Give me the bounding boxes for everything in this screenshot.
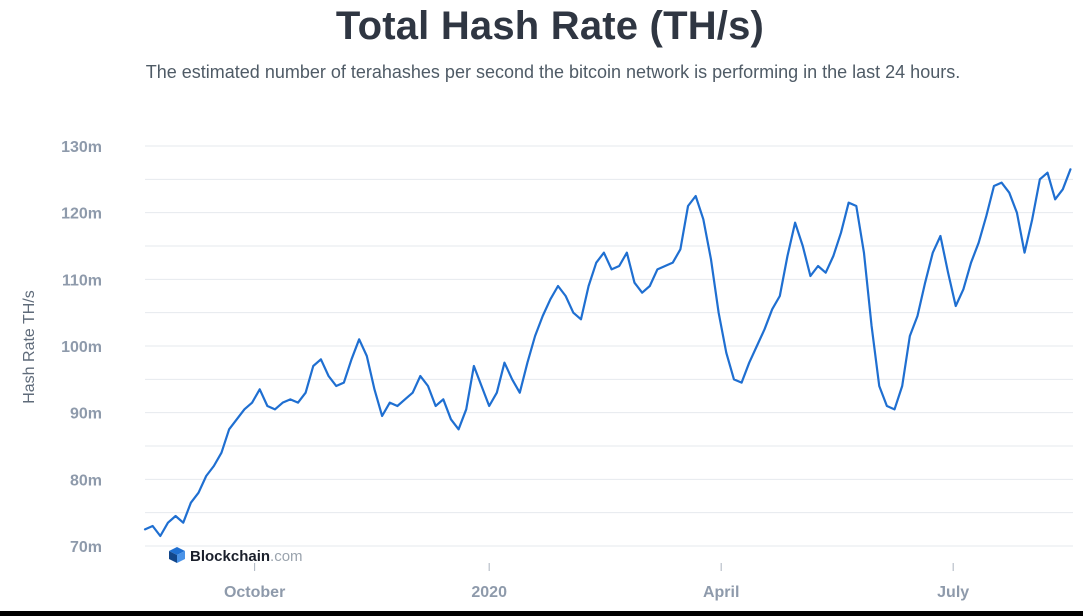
x-tick-label: July: [937, 584, 969, 601]
x-tick-label: April: [703, 584, 739, 601]
y-tick-label: 100m: [61, 339, 102, 356]
y-tick-label: 120m: [61, 206, 102, 223]
grid-layer: 70m 80m 90m 100m 110m 120m 130m: [61, 139, 1073, 556]
y-axis-title: Hash Rate TH/s: [21, 290, 38, 404]
x-tick-label: October: [224, 584, 285, 601]
chart-subtitle: The estimated number of terahashes per s…: [145, 62, 961, 82]
x-tick-layer: October 2020 April July: [145, 551, 1073, 601]
y-tick-label: 110m: [62, 272, 102, 289]
watermark-text: Blockchain.com: [190, 548, 303, 565]
y-tick-label: 70m: [70, 539, 102, 556]
hash-rate-line: [143, 168, 1072, 538]
chart-title: Total Hash Rate (TH/s): [335, 4, 765, 48]
blockchain-watermark: Blockchain.com: [169, 547, 303, 565]
y-tick-label: 90m: [70, 406, 102, 423]
y-tick-label: 80m: [70, 472, 102, 489]
y-tick-label: 130m: [61, 139, 102, 156]
watermark-suffix: .com: [270, 548, 303, 565]
watermark-brand: Blockchain: [190, 548, 270, 565]
x-tick-label: 2020: [471, 584, 507, 601]
blockchain-cube-icon: [169, 547, 185, 563]
bottom-border: [0, 611, 1083, 616]
